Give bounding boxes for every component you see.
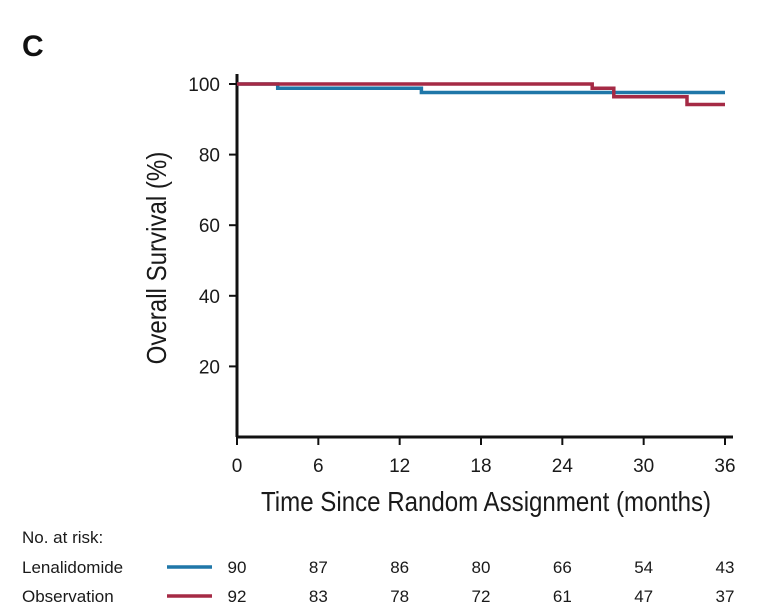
risk-count: 72 <box>472 587 491 606</box>
risk-count: 86 <box>390 558 409 577</box>
x-tick-label: 12 <box>389 456 410 477</box>
risk-table: No. at risk: Lenalidomide 90 87 86 80 66 54 43 Ob… <box>22 528 734 606</box>
y-axis-title: Overall Survival (%) <box>140 152 172 365</box>
risk-count: 43 <box>716 558 735 577</box>
risk-count: 92 <box>228 587 247 606</box>
x-tick-label: 18 <box>470 456 491 477</box>
risk-count: 78 <box>390 587 409 606</box>
x-tick-label: 0 <box>232 456 243 477</box>
risk-count: 66 <box>553 558 572 577</box>
y-tick-label: 60 <box>199 216 220 237</box>
x-tick-label: 36 <box>714 456 735 477</box>
y-tick-label: 40 <box>199 287 220 308</box>
risk-count: 61 <box>553 587 572 606</box>
risk-count: 90 <box>228 558 247 577</box>
plot-area: 20 40 60 80 100 0 6 12 18 24 30 36 <box>188 74 736 477</box>
y-tick-label: 20 <box>199 357 220 378</box>
panel-label: C <box>22 30 44 63</box>
y-tick-label: 80 <box>199 146 220 167</box>
x-axis-title: Time Since Random Assignment (months) <box>261 485 711 517</box>
y-tick-label: 100 <box>188 75 220 96</box>
risk-count: 47 <box>634 587 653 606</box>
risk-table-title: No. at risk: <box>22 528 103 547</box>
risk-count: 83 <box>309 587 328 606</box>
x-tick-label: 24 <box>552 456 574 477</box>
risk-row-label: Lenalidomide <box>22 558 123 577</box>
risk-count: 54 <box>634 558 653 577</box>
x-tick-label: 6 <box>313 456 324 477</box>
risk-count: 80 <box>472 558 491 577</box>
risk-count: 87 <box>309 558 328 577</box>
series-line-observation <box>237 82 725 107</box>
x-tick-label: 30 <box>633 456 654 477</box>
risk-row-label: Observation <box>22 587 114 606</box>
risk-count: 37 <box>716 587 735 606</box>
